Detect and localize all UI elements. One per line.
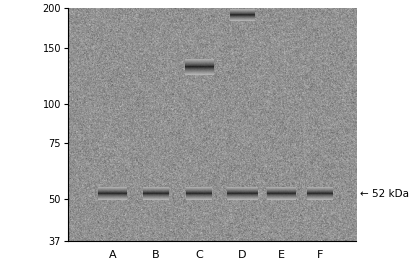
Text: ← 52 kDa: ← 52 kDa — [360, 189, 410, 199]
